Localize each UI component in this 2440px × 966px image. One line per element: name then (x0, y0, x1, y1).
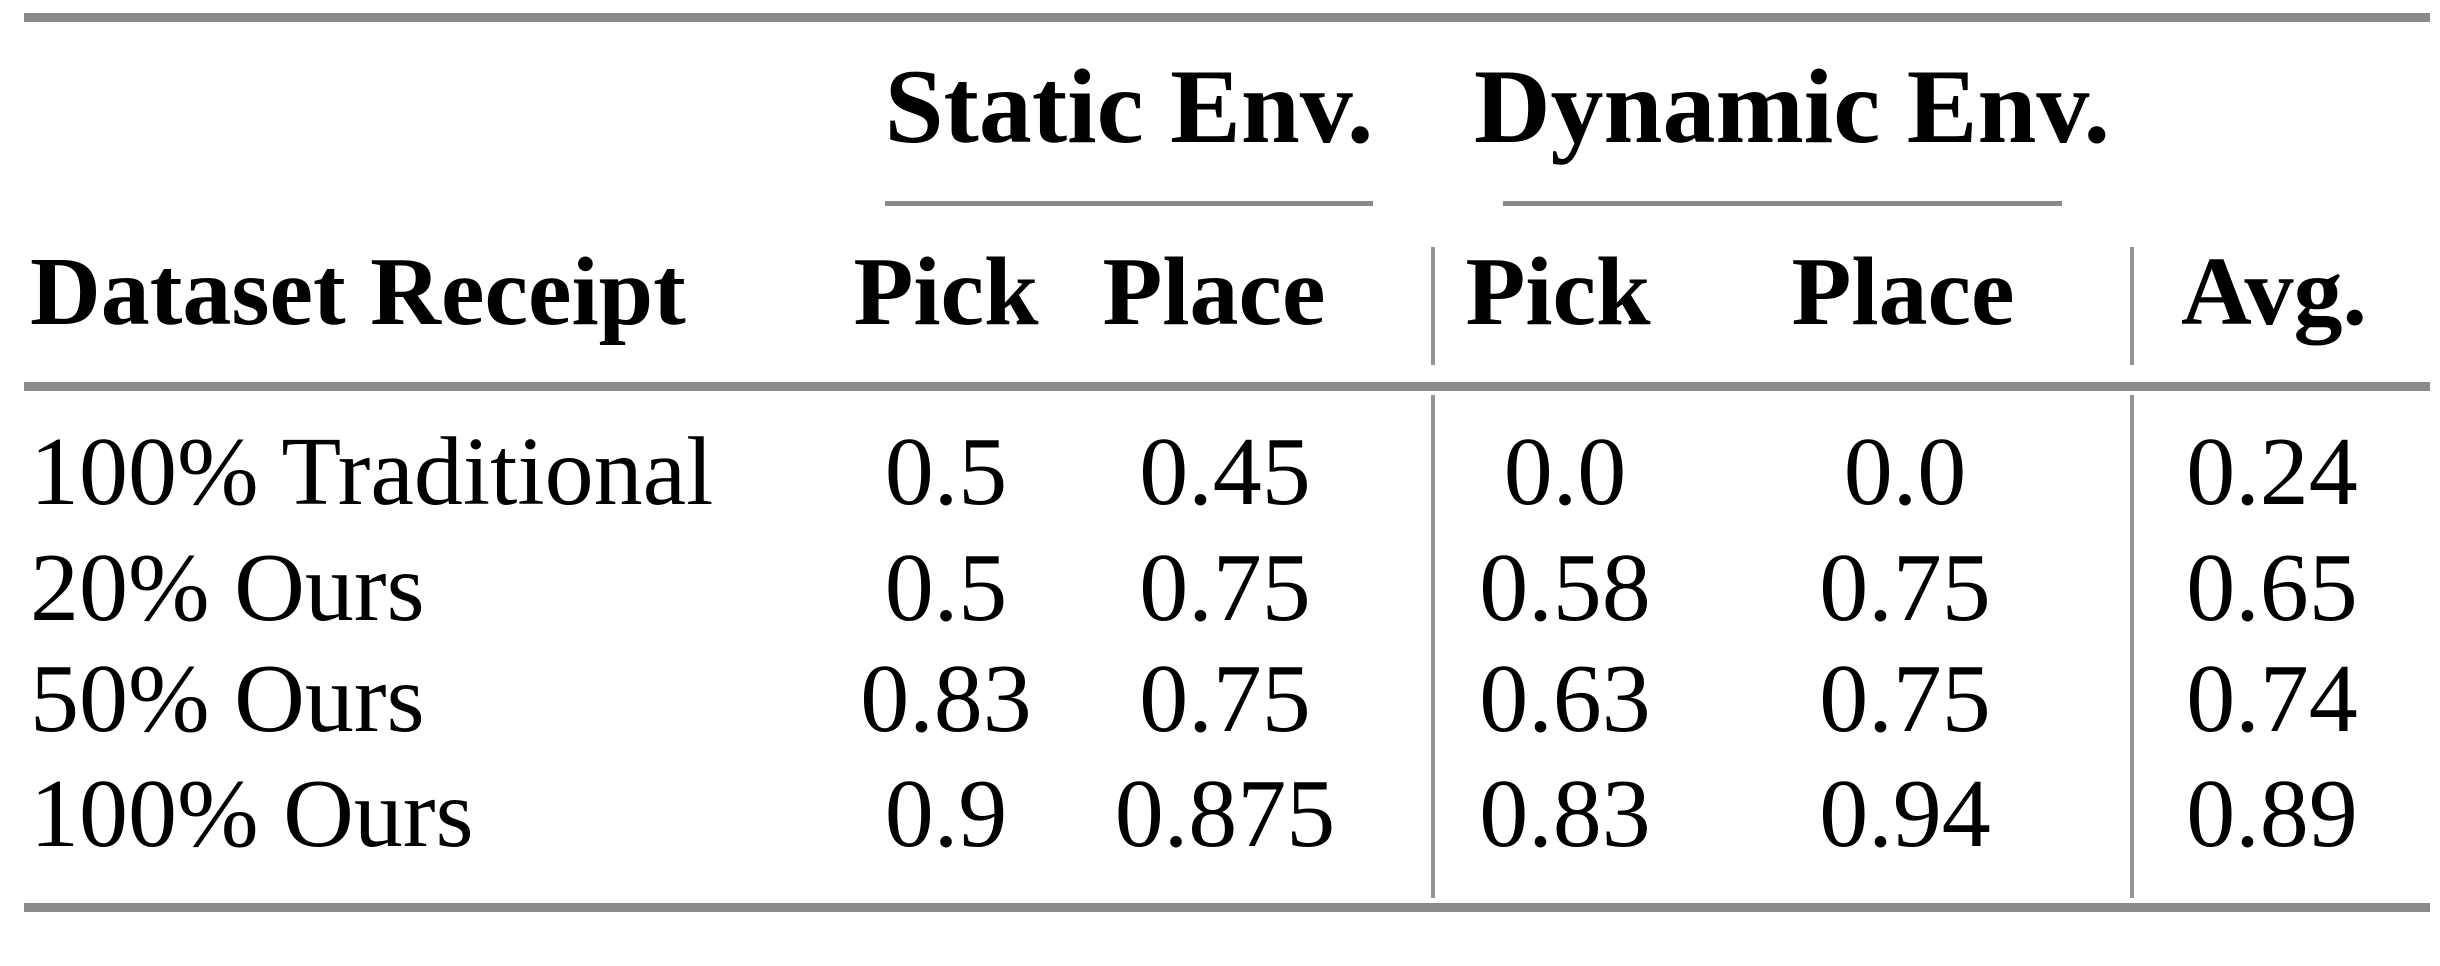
table-cell: 0.83 (860, 645, 1032, 753)
vertical-separator-2-header (2130, 247, 2134, 365)
header-static-place: Place (1102, 238, 1326, 346)
table-cell: 0.75 (1139, 645, 1311, 753)
vertical-separator-1-header (1431, 247, 1435, 365)
mid-rule (24, 382, 2430, 391)
vertical-separator-2-body (2130, 395, 2134, 898)
row-label: 100% Traditional (30, 418, 714, 526)
table-cell: 0.45 (1139, 418, 1311, 526)
table-cell: 0.5 (884, 418, 1008, 526)
header-avg: Avg. (2181, 238, 2367, 346)
table-cell: 0.9 (884, 760, 1008, 868)
table-cell: 0.0 (1843, 418, 1967, 526)
row-label: 100% Ours (30, 760, 474, 868)
column-group-dynamic-env: Dynamic Env. (1473, 48, 2111, 165)
table-cell: 0.0 (1503, 418, 1627, 526)
row-label: 50% Ours (30, 645, 425, 753)
bottom-rule (24, 903, 2430, 912)
top-rule (24, 13, 2430, 22)
table-cell: 0.83 (1479, 760, 1651, 868)
table-cell: 0.75 (1139, 534, 1311, 642)
table-cell: 0.75 (1819, 534, 1991, 642)
table-cell: 0.24 (2186, 418, 2358, 526)
table-cell: 0.74 (2186, 645, 2358, 753)
header-static-pick: Pick (853, 238, 1039, 346)
table-cell: 0.63 (1479, 645, 1651, 753)
header-dataset-receipt: Dataset Receipt (30, 238, 686, 346)
header-dynamic-pick: Pick (1465, 238, 1651, 346)
table-cell: 0.5 (884, 534, 1008, 642)
column-group-static-env: Static Env. (884, 48, 1374, 165)
table-cell: 0.875 (1114, 760, 1336, 868)
vertical-separator-1-body (1431, 395, 1435, 898)
header-dynamic-place: Place (1791, 238, 2015, 346)
table-cell: 0.94 (1819, 760, 1991, 868)
table-cell: 0.75 (1819, 645, 1991, 753)
static-env-cmidrule (885, 201, 1373, 206)
table-cell: 0.89 (2186, 760, 2358, 868)
table-cell: 0.58 (1479, 534, 1651, 642)
row-label: 20% Ours (30, 534, 425, 642)
dynamic-env-cmidrule (1503, 201, 2062, 206)
table-cell: 0.65 (2186, 534, 2358, 642)
